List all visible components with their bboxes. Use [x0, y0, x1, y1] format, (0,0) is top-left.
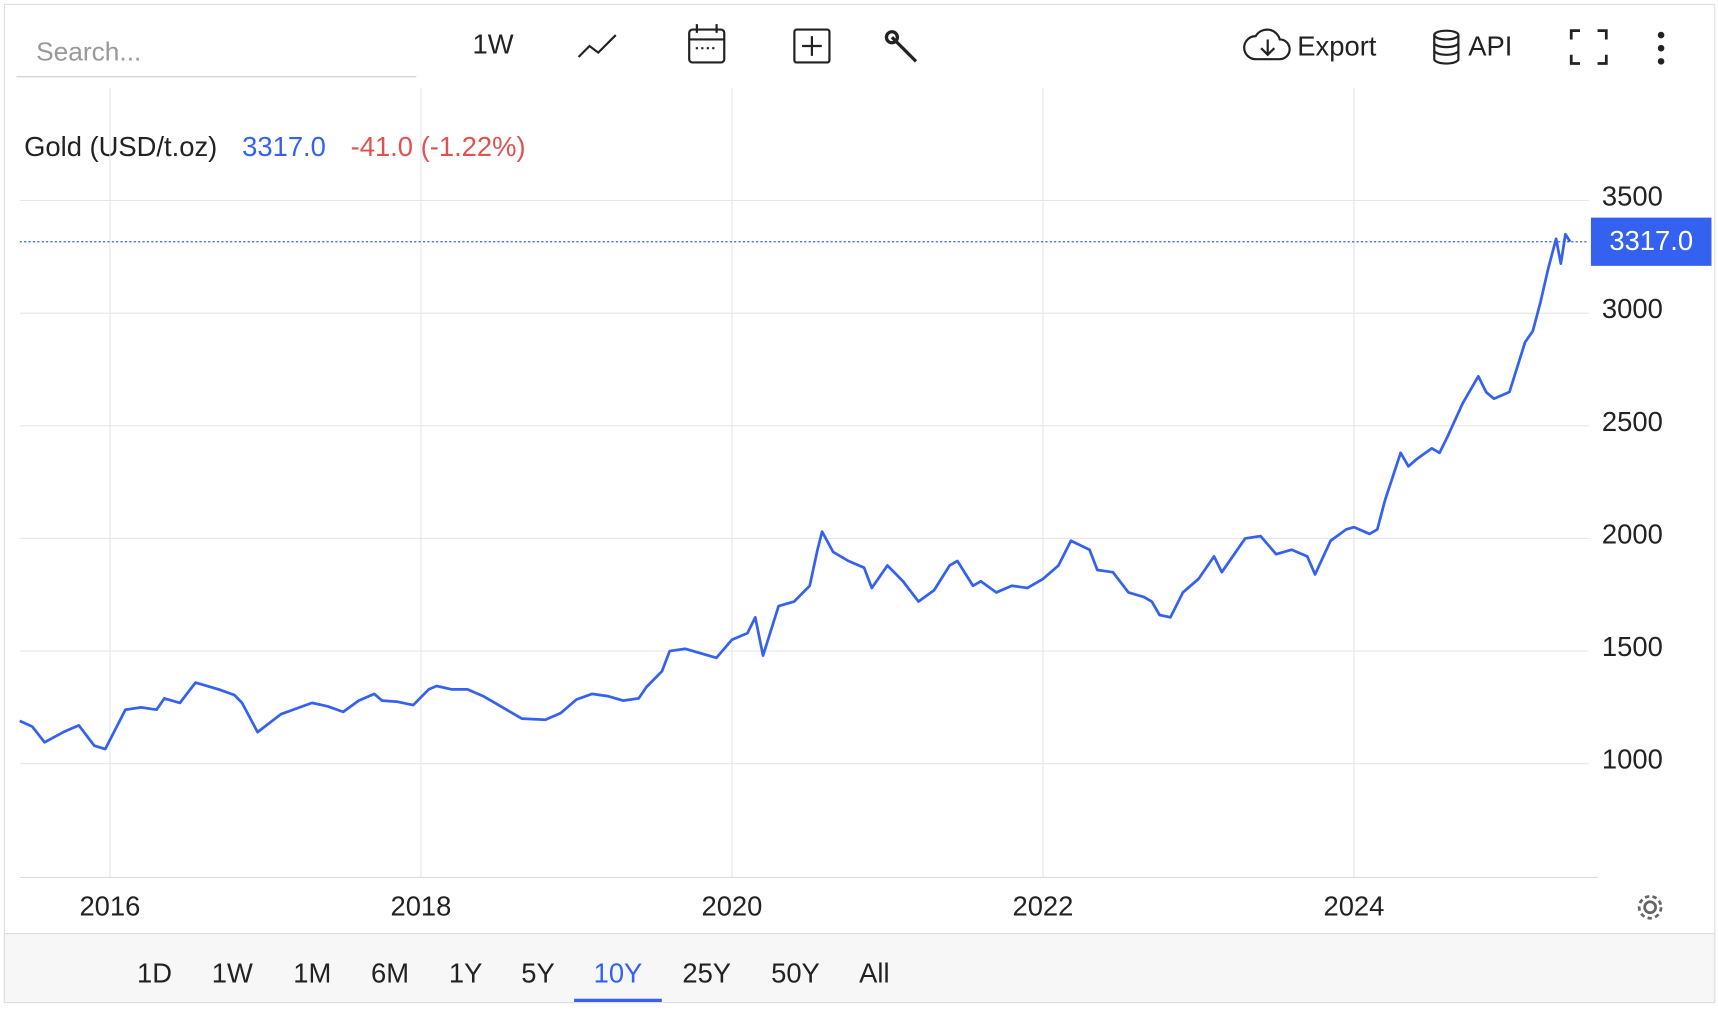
range-button[interactable]: 1W [212, 957, 253, 988]
instrument-name: Gold (USD/t.oz) [24, 131, 217, 162]
api-icon[interactable] [1433, 29, 1460, 65]
y-tick-label: 3500 [1602, 181, 1663, 212]
range-button[interactable]: 25Y [682, 957, 731, 988]
y-tick-label: 1000 [1602, 744, 1663, 775]
range-button[interactable]: 5Y [521, 957, 554, 988]
line-chart-icon[interactable] [577, 34, 617, 58]
x-tick-label: 2020 [701, 891, 762, 922]
range-button[interactable]: 6M [371, 957, 409, 988]
y-tick-label: 2500 [1602, 406, 1663, 437]
range-button[interactable]: All [859, 957, 889, 988]
last-price: 3317.0 [242, 131, 326, 162]
price-line [19, 232, 1572, 751]
y-tick-label: 2000 [1602, 518, 1663, 549]
range-bar [3, 932, 1716, 1004]
frame [3, 3, 1716, 1004]
range-button[interactable]: 1Y [449, 957, 482, 988]
api-button[interactable]: API [1468, 30, 1512, 61]
last-price-label: 3317.0 [1609, 225, 1693, 256]
interval-button[interactable]: 1W [473, 28, 514, 59]
x-tick-label: 2024 [1324, 891, 1385, 922]
search-input[interactable]: Search... [36, 37, 141, 67]
price-change: -41.0 (-1.22%) [351, 131, 526, 162]
add-icon[interactable] [793, 28, 831, 64]
settings-wrench-icon[interactable] [884, 30, 918, 63]
fullscreen-icon[interactable] [1569, 29, 1608, 65]
y-tick-label: 3000 [1602, 293, 1663, 324]
last-price-marker [1590, 217, 1712, 266]
x-tick-label: 2022 [1012, 891, 1073, 922]
y-tick-label: 1500 [1602, 631, 1663, 662]
calendar-icon[interactable] [688, 24, 726, 64]
export-button[interactable]: Export [1297, 30, 1377, 61]
x-tick-label: 2016 [79, 891, 140, 922]
range-button[interactable]: 1D [137, 957, 172, 988]
range-button[interactable]: 10Y [594, 957, 643, 988]
menu-icon[interactable] [1657, 31, 1665, 65]
range-button[interactable]: 1M [293, 957, 331, 988]
x-tick-label: 2018 [390, 891, 451, 922]
export-icon[interactable] [1243, 28, 1291, 61]
gear-icon[interactable] [1637, 894, 1663, 920]
range-button[interactable]: 50Y [771, 957, 820, 988]
